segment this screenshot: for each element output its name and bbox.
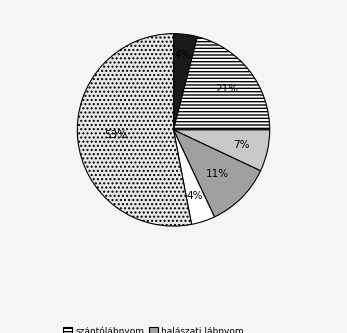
Wedge shape xyxy=(174,34,197,130)
Text: 11%: 11% xyxy=(206,169,229,179)
Text: 7%: 7% xyxy=(233,140,249,150)
Wedge shape xyxy=(174,130,261,217)
Text: 4%: 4% xyxy=(175,50,191,60)
Text: 21%: 21% xyxy=(215,84,238,94)
Text: 53%: 53% xyxy=(104,130,128,140)
Wedge shape xyxy=(174,37,270,130)
Text: 4%: 4% xyxy=(187,191,203,201)
Wedge shape xyxy=(77,34,192,226)
Legend: szántólábnyom, legelőlábnyom, erdőlábnyom, halászati lábnyom, energiaföld-lábnyo: szántólábnyom, legelőlábnyom, erdőlábnyo… xyxy=(59,323,288,333)
Wedge shape xyxy=(174,130,214,224)
Wedge shape xyxy=(174,130,270,171)
